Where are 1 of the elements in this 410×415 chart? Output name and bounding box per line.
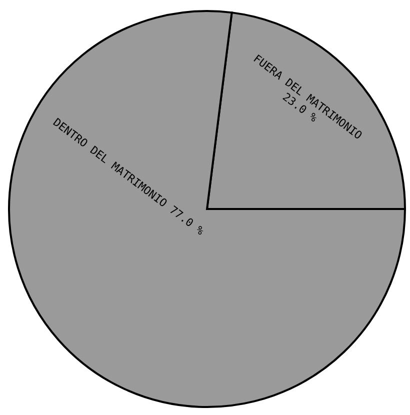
pie-slice [8,10,406,408]
